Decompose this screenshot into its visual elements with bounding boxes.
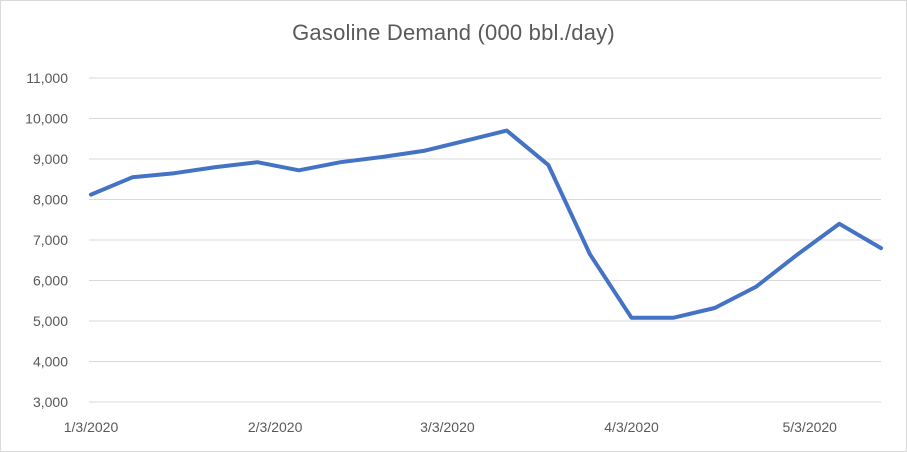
- y-tick-label: 8,000: [33, 192, 68, 208]
- y-tick-label: 4,000: [33, 354, 68, 370]
- chart-title: Gasoline Demand (000 bbl./day): [292, 20, 615, 45]
- x-tick-label: 4/3/2020: [604, 419, 659, 435]
- y-tick-label: 10,000: [25, 111, 68, 127]
- y-tick-label: 9,000: [33, 151, 68, 167]
- x-tick-label: 1/3/2020: [64, 419, 119, 435]
- x-tick-label: 5/3/2020: [782, 419, 837, 435]
- y-tick-label: 7,000: [33, 232, 68, 248]
- x-tick-label: 2/3/2020: [248, 419, 303, 435]
- y-tick-label: 6,000: [33, 273, 68, 289]
- x-tick-label: 3/3/2020: [420, 419, 475, 435]
- y-tick-label: 5,000: [33, 313, 68, 329]
- y-tick-label: 3,000: [33, 394, 68, 410]
- y-tick-label: 11,000: [26, 70, 68, 86]
- series-line: [89, 128, 883, 320]
